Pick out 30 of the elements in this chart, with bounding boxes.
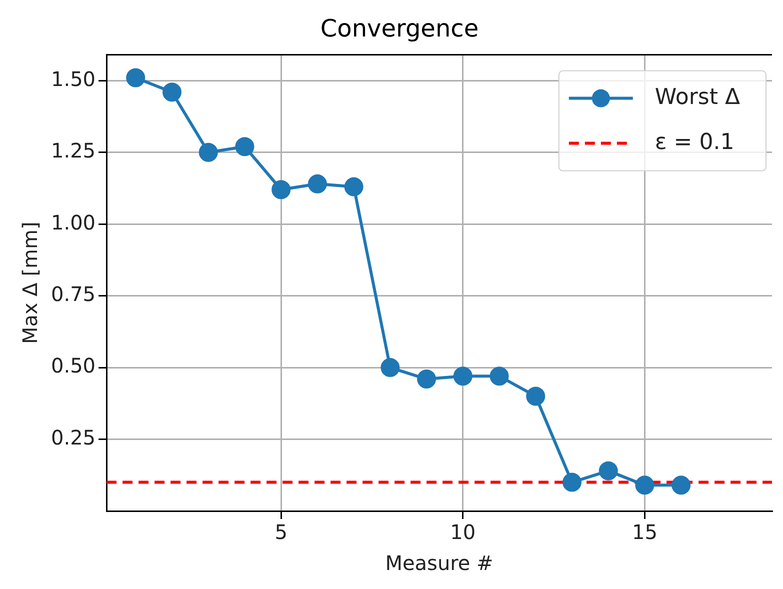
x-axis-title: Measure #: [385, 551, 494, 576]
point: [272, 180, 291, 200]
point: [417, 370, 436, 389]
legend-label: ε = 0.1: [654, 130, 734, 156]
y-tick-label: 0.75: [51, 282, 96, 306]
y-tick-label: 0.25: [51, 425, 96, 450]
x-tick-label: 15: [632, 520, 658, 544]
point: [380, 358, 400, 378]
point: [598, 461, 618, 480]
point: [635, 476, 654, 495]
point: [562, 472, 582, 492]
point: [235, 137, 254, 156]
chart-title: Convergence: [320, 14, 479, 43]
point: [126, 68, 146, 88]
point: [344, 177, 364, 196]
point: [308, 174, 327, 194]
x-tick-label: 5: [274, 520, 288, 544]
point: [526, 386, 546, 406]
point: [162, 82, 182, 102]
y-tick-label: 0.50: [51, 354, 96, 378]
point: [490, 366, 509, 386]
y-tick-label: 1.00: [51, 210, 96, 234]
point: [198, 142, 218, 162]
y-tick-label: 1.50: [51, 66, 96, 91]
point: [453, 366, 472, 386]
point: [672, 476, 691, 495]
legend-label: Worst Δ: [654, 85, 740, 110]
y-tick-label: 1.25: [51, 138, 96, 163]
x-tick-label: 10: [450, 520, 476, 544]
y-axis-title: Max Δ [mm]: [18, 222, 42, 344]
